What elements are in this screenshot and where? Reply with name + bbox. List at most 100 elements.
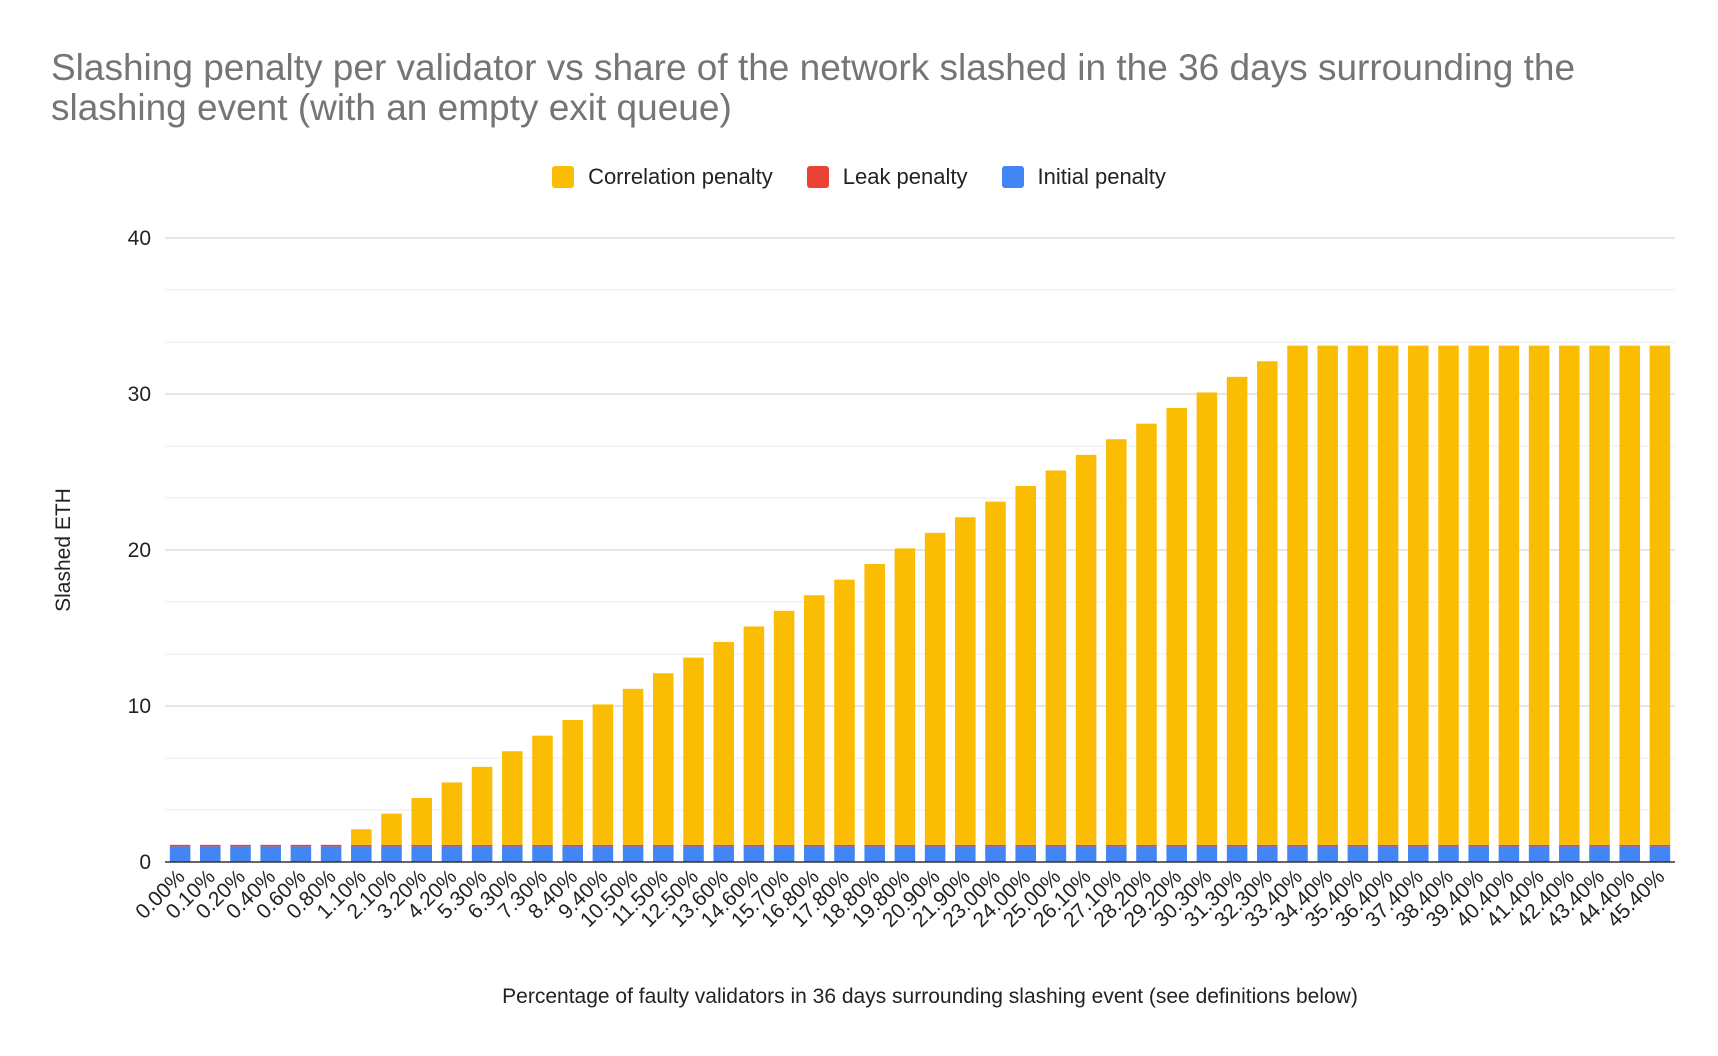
bar-correlation-penalty[interactable] bbox=[351, 829, 372, 845]
bar-correlation-penalty[interactable] bbox=[924, 532, 946, 845]
bar-correlation-penalty[interactable] bbox=[1649, 345, 1671, 845]
bar-correlation-penalty[interactable] bbox=[411, 798, 432, 845]
bar-leak-penalty[interactable] bbox=[622, 844, 644, 847]
bar-leak-penalty[interactable] bbox=[230, 844, 251, 847]
bar-correlation-penalty[interactable] bbox=[653, 673, 674, 845]
bar-leak-penalty[interactable] bbox=[1408, 844, 1429, 847]
bar-initial-penalty[interactable] bbox=[1589, 846, 1610, 862]
bar-initial-penalty[interactable] bbox=[592, 846, 614, 862]
bar-leak-penalty[interactable] bbox=[683, 844, 704, 847]
bar-correlation-penalty[interactable] bbox=[1589, 345, 1610, 845]
bar-correlation-penalty[interactable] bbox=[1166, 408, 1187, 845]
bar-leak-penalty[interactable] bbox=[1226, 844, 1248, 847]
bar-initial-penalty[interactable] bbox=[1045, 846, 1067, 862]
bar-correlation-penalty[interactable] bbox=[864, 564, 885, 845]
bar-leak-penalty[interactable] bbox=[864, 844, 885, 847]
bar-correlation-penalty[interactable] bbox=[773, 610, 795, 845]
bar-initial-penalty[interactable] bbox=[320, 846, 342, 862]
bar-correlation-penalty[interactable] bbox=[532, 735, 553, 845]
bar-correlation-penalty[interactable] bbox=[1075, 454, 1097, 845]
bar-correlation-penalty[interactable] bbox=[1438, 345, 1459, 845]
bar-correlation-penalty[interactable] bbox=[804, 595, 825, 845]
bar-initial-penalty[interactable] bbox=[1468, 846, 1489, 862]
bar-leak-penalty[interactable] bbox=[1559, 844, 1580, 847]
bar-initial-penalty[interactable] bbox=[1075, 846, 1097, 862]
bar-correlation-penalty[interactable] bbox=[834, 579, 855, 845]
bar-leak-penalty[interactable] bbox=[773, 844, 795, 847]
bar-initial-penalty[interactable] bbox=[1287, 846, 1308, 862]
bar-leak-penalty[interactable] bbox=[351, 844, 372, 847]
bar-correlation-penalty[interactable] bbox=[894, 548, 916, 845]
bar-correlation-penalty[interactable] bbox=[1226, 376, 1248, 845]
bar-correlation-penalty[interactable] bbox=[1559, 345, 1580, 845]
bar-leak-penalty[interactable] bbox=[1075, 844, 1097, 847]
bar-initial-penalty[interactable] bbox=[1257, 846, 1278, 862]
bar-leak-penalty[interactable] bbox=[1649, 844, 1671, 847]
bar-leak-penalty[interactable] bbox=[1619, 844, 1640, 847]
bar-leak-penalty[interactable] bbox=[1287, 844, 1308, 847]
bar-initial-penalty[interactable] bbox=[713, 846, 734, 862]
bar-correlation-penalty[interactable] bbox=[1015, 486, 1036, 845]
bar-correlation-penalty[interactable] bbox=[1257, 361, 1278, 845]
bar-correlation-penalty[interactable] bbox=[1528, 345, 1550, 845]
bar-leak-penalty[interactable] bbox=[441, 844, 463, 847]
bar-leak-penalty[interactable] bbox=[1045, 844, 1067, 847]
bar-initial-penalty[interactable] bbox=[1528, 846, 1550, 862]
bar-initial-penalty[interactable] bbox=[804, 846, 825, 862]
bar-correlation-penalty[interactable] bbox=[592, 704, 614, 845]
bar-leak-penalty[interactable] bbox=[562, 844, 583, 847]
bar-initial-penalty[interactable] bbox=[351, 846, 372, 862]
bar-leak-penalty[interactable] bbox=[1015, 844, 1036, 847]
bar-initial-penalty[interactable] bbox=[1166, 846, 1187, 862]
bar-leak-penalty[interactable] bbox=[713, 844, 734, 847]
bar-leak-penalty[interactable] bbox=[653, 844, 674, 847]
bar-initial-penalty[interactable] bbox=[411, 846, 432, 862]
bar-leak-penalty[interactable] bbox=[1468, 844, 1489, 847]
bar-initial-penalty[interactable] bbox=[471, 846, 493, 862]
bar-initial-penalty[interactable] bbox=[1649, 846, 1671, 862]
bar-initial-penalty[interactable] bbox=[1136, 846, 1157, 862]
bar-leak-penalty[interactable] bbox=[502, 844, 523, 847]
bar-initial-penalty[interactable] bbox=[683, 846, 704, 862]
bar-initial-penalty[interactable] bbox=[1408, 846, 1429, 862]
bar-correlation-penalty[interactable] bbox=[1377, 345, 1399, 845]
bar-initial-penalty[interactable] bbox=[290, 846, 312, 862]
bar-initial-penalty[interactable] bbox=[743, 846, 765, 862]
bar-initial-penalty[interactable] bbox=[381, 846, 402, 862]
bar-leak-penalty[interactable] bbox=[1438, 844, 1459, 847]
bar-correlation-penalty[interactable] bbox=[713, 642, 734, 845]
bar-leak-penalty[interactable] bbox=[1166, 844, 1187, 847]
bar-leak-penalty[interactable] bbox=[200, 844, 221, 847]
bar-correlation-penalty[interactable] bbox=[743, 626, 765, 845]
bar-initial-penalty[interactable] bbox=[1619, 846, 1640, 862]
bar-leak-penalty[interactable] bbox=[1528, 844, 1550, 847]
bar-leak-penalty[interactable] bbox=[1317, 844, 1338, 847]
bar-correlation-penalty[interactable] bbox=[1347, 345, 1369, 845]
bar-leak-penalty[interactable] bbox=[260, 844, 281, 847]
bar-leak-penalty[interactable] bbox=[1377, 844, 1399, 847]
bar-leak-penalty[interactable] bbox=[1589, 844, 1610, 847]
bar-correlation-penalty[interactable] bbox=[683, 657, 704, 845]
bar-initial-penalty[interactable] bbox=[200, 846, 221, 862]
bar-initial-penalty[interactable] bbox=[985, 846, 1006, 862]
bar-correlation-penalty[interactable] bbox=[1196, 392, 1218, 845]
bar-correlation-penalty[interactable] bbox=[1317, 345, 1338, 845]
legend-item-correlation[interactable]: Correlation penalty bbox=[552, 164, 773, 190]
bar-initial-penalty[interactable] bbox=[562, 846, 583, 862]
bar-leak-penalty[interactable] bbox=[471, 844, 493, 847]
bar-initial-penalty[interactable] bbox=[1106, 846, 1127, 862]
bar-initial-penalty[interactable] bbox=[834, 846, 855, 862]
bar-initial-penalty[interactable] bbox=[894, 846, 916, 862]
bar-correlation-penalty[interactable] bbox=[502, 751, 523, 845]
bar-initial-penalty[interactable] bbox=[1196, 846, 1218, 862]
bar-initial-penalty[interactable] bbox=[864, 846, 885, 862]
bar-leak-penalty[interactable] bbox=[924, 844, 946, 847]
bar-correlation-penalty[interactable] bbox=[1106, 439, 1127, 845]
bar-leak-penalty[interactable] bbox=[1347, 844, 1369, 847]
bar-leak-penalty[interactable] bbox=[743, 844, 765, 847]
bar-initial-penalty[interactable] bbox=[260, 846, 281, 862]
bar-correlation-penalty[interactable] bbox=[1045, 470, 1067, 845]
bar-leak-penalty[interactable] bbox=[532, 844, 553, 847]
legend-item-initial[interactable]: Initial penalty bbox=[1001, 164, 1166, 190]
bar-initial-penalty[interactable] bbox=[1347, 846, 1369, 862]
